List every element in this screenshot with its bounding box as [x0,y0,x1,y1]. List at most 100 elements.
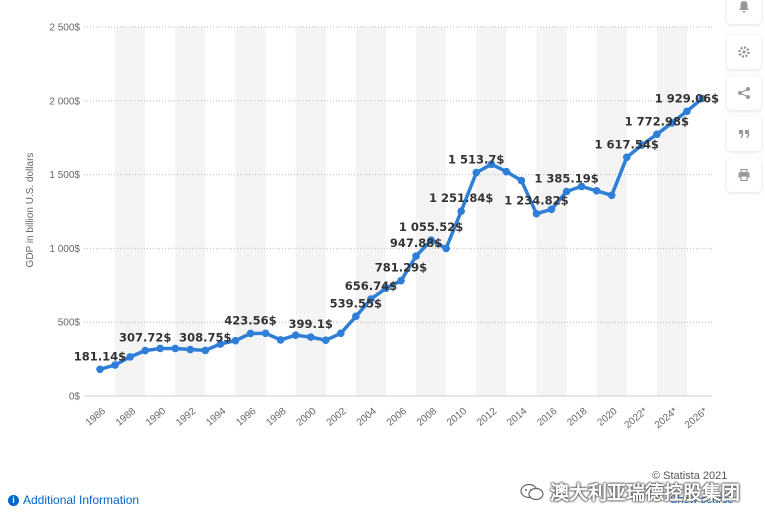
share-button[interactable] [727,76,761,110]
data-point[interactable] [577,182,586,191]
data-point[interactable] [532,209,541,218]
additional-information-link[interactable]: i Additional Information [8,493,139,507]
band [355,27,386,396]
data-point[interactable] [306,333,315,341]
data-point[interactable] [698,94,706,103]
print-button[interactable] [727,158,761,192]
data-point[interactable] [607,191,616,200]
data-point[interactable] [111,361,119,369]
data-point[interactable] [96,365,104,374]
watermark: 澳大利亚瑞德控股集团 [520,478,740,505]
x-tick-label: 2022* [623,406,650,431]
data-point[interactable] [246,329,255,338]
data-point[interactable] [457,207,466,216]
y-axis-label: GDP in billion U.S. dollars [25,153,36,268]
data-label: 1 513.7$ [448,153,504,167]
data-label: 781.29$ [375,261,427,275]
x-tick-label: 2018 [565,406,589,429]
data-point[interactable] [382,284,390,293]
data-point[interactable] [472,168,481,177]
band [235,27,266,396]
cite-button[interactable] [727,117,761,151]
data-point[interactable] [397,276,405,285]
statista-credit: © Statista 2021 [652,470,728,482]
watermark-text: 澳大利亚瑞德控股集团 [550,482,741,504]
grid-lines [84,26,712,397]
data-point[interactable] [201,346,210,355]
data-point[interactable] [622,153,631,162]
x-tick-label: 2002 [325,406,349,429]
data-point[interactable] [231,336,240,345]
data-point[interactable] [367,295,375,303]
x-tick-label: 1990 [144,406,168,429]
data-point[interactable] [502,167,511,176]
data-label: 656.74$ [345,279,397,293]
data-label: 1 772.98$ [625,114,689,128]
data-point[interactable] [547,205,556,214]
data-point[interactable] [517,176,526,185]
x-tick-label: 2008 [415,406,439,429]
data-label: 307.72$ [119,331,171,345]
data-point[interactable] [427,236,435,245]
data-point[interactable] [156,344,164,353]
x-tick-label: 2014 [505,406,529,429]
band [416,27,447,396]
bell-icon [739,1,749,13]
data-point[interactable] [592,187,601,195]
x-tick-label: 2026* [683,406,710,431]
data-label: 423.56$ [224,313,276,327]
data-point[interactable] [487,160,496,169]
x-axis-ticks: 1986 1988 1990 1992 1994 1996 1998 2000 2002 2004… [84,406,710,432]
x-tick-label: 1988 [114,406,138,429]
data-point[interactable] [337,329,345,338]
data-label: 308.75$ [179,330,231,344]
x-tick-label: 1992 [174,406,198,429]
x-tick-label: 2012 [475,406,499,429]
data-label: 539.55$ [330,296,382,310]
data-point[interactable] [442,244,450,253]
y-tick-label: 1 500$ [49,170,80,181]
data-point[interactable] [352,312,360,321]
band [656,27,687,396]
series-line-group [96,94,706,374]
data-point[interactable] [638,141,646,149]
data-point[interactable] [321,336,330,345]
data-point[interactable] [141,346,149,355]
notification-button[interactable] [727,0,761,24]
data-label: 1 055.52$ [399,220,463,234]
data-point[interactable] [276,336,285,344]
show-source-link[interactable]: Show source [670,494,734,506]
data-point[interactable] [126,353,134,361]
info-icon: i [8,494,19,506]
alternating-bands [115,27,687,396]
y-tick-label: 2 500$ [49,23,80,34]
band [596,27,627,396]
y-tick-label: 500$ [58,318,81,329]
data-label: 1 251.84$ [429,191,493,205]
y-axis-ticks: 0$ 500$ 1 000$ 1 500$ 2 000$ 2 500$ [49,23,80,403]
quote-icon [739,130,750,139]
gear-icon [738,46,750,58]
data-label: 947.88$ [390,236,442,250]
x-tick-label: 2024* [653,406,680,431]
x-tick-label: 2006 [385,406,409,429]
y-tick-label: 2 000$ [49,96,80,107]
data-point[interactable] [562,187,571,196]
band [175,27,206,396]
data-point[interactable] [171,344,180,353]
data-point[interactable] [216,340,225,348]
data-point[interactable] [412,252,420,260]
data-point[interactable] [668,119,676,127]
data-point[interactable] [653,130,661,139]
data-point[interactable] [186,345,195,354]
data-point[interactable] [291,331,300,339]
x-tick-label: 2010 [445,406,469,429]
band [476,27,507,396]
data-point[interactable] [261,329,270,338]
settings-button[interactable] [727,35,761,69]
x-tick-label: 2004 [355,406,379,429]
data-label: 399.1$ [289,317,333,331]
data-point[interactable] [683,107,691,116]
data-label: 1 385.19$ [534,172,598,186]
